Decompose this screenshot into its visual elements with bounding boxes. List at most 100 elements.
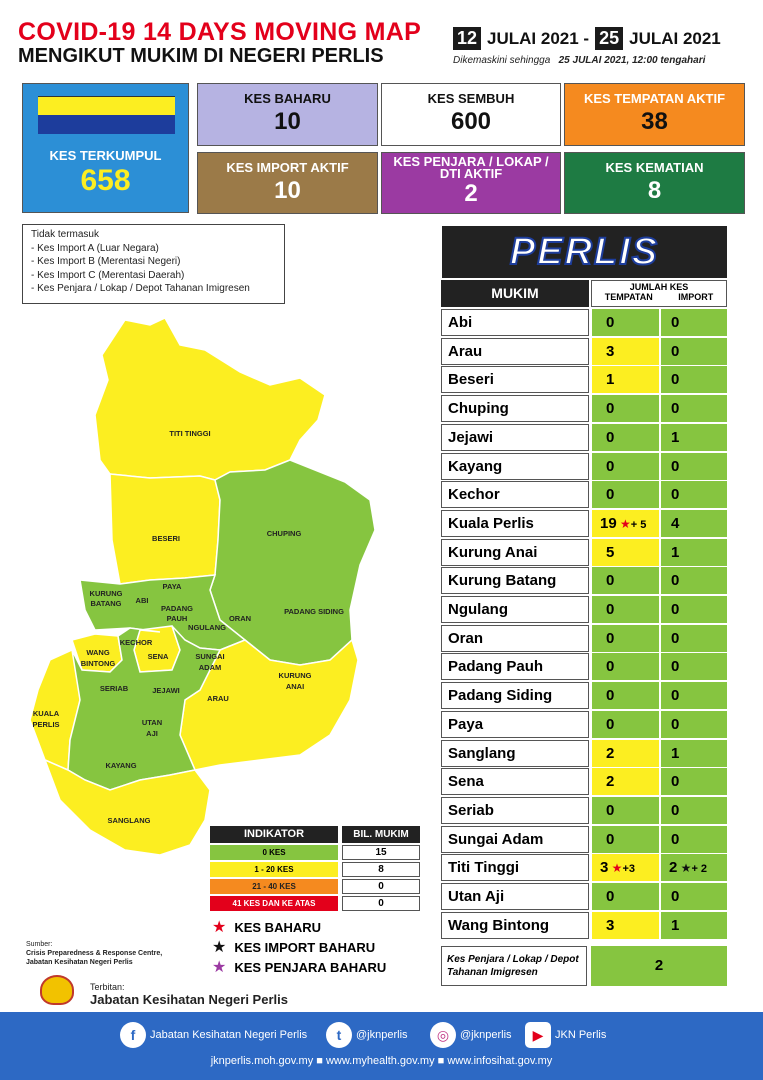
publisher-title: Terbitan: — [90, 982, 125, 992]
star-legend: ★ KES BAHARU ★ KES IMPORT BAHARU ★ KES PENJ… — [212, 918, 386, 978]
stat-kes-terkumpul: KES TERKUMPUL 658 — [22, 83, 189, 213]
table-row: Ngulang 0 0 — [441, 596, 729, 623]
indikator-row: 0 KES 15 — [210, 845, 420, 860]
cell-value: 0 — [606, 486, 615, 504]
cell-value: 0 — [671, 715, 680, 733]
stat-label: KES KEMATIAN — [605, 160, 704, 175]
map-label-oran: ORAN — [229, 614, 251, 623]
cell-value: 0 — [671, 801, 680, 819]
table-row: Sena 2 0 — [441, 768, 729, 796]
note-item: - Kes Import A (Luar Negara) — [31, 242, 159, 254]
mukim-name: Padang Siding — [441, 682, 589, 710]
instagram-link[interactable]: ◎ @jknperlis — [430, 1022, 512, 1048]
import-cell: 0 — [661, 682, 727, 710]
cell-value: 0 — [671, 658, 680, 676]
stat-label-line1: KES PENJARA / LOKAP / — [393, 154, 549, 169]
import-cell: 0 — [661, 768, 727, 796]
cell-value: 0 — [671, 486, 680, 504]
perlis-flag-icon — [38, 96, 175, 134]
red-star-icon: ★ — [608, 861, 623, 876]
map-region-sena — [133, 625, 181, 673]
stat-label: KES IMPORT AKTIF — [226, 160, 349, 175]
indikator-label: 21 - 40 KES — [210, 879, 338, 894]
source-line1: Crisis Preparedness & Response Centre, — [26, 950, 163, 957]
cell-value: 0 — [671, 400, 680, 418]
import-cell: 0 — [661, 366, 727, 394]
mukim-name: Seriab — [441, 796, 589, 824]
source-line2: Jabatan Kesihatan Negeri Perlis — [26, 959, 133, 966]
table-row: Chuping 0 0 — [441, 395, 729, 423]
twitter-link[interactable]: t @jknperlis — [326, 1022, 408, 1048]
cell-value: 0 — [606, 715, 615, 733]
table-row: Abi 0 0 — [441, 309, 729, 336]
mukim-name: Kurung Batang — [441, 567, 589, 595]
map-label-kurung-anai-2: ANAI — [286, 682, 304, 691]
import-cell: 0 — [661, 309, 727, 336]
star-label: KES IMPORT BAHARU — [234, 940, 376, 955]
table-row: Padang Pauh 0 0 — [441, 653, 729, 681]
youtube-link[interactable]: ▶ JKN Perlis — [525, 1022, 606, 1048]
table-row: Sungai Adam 0 0 — [441, 825, 729, 853]
facebook-label: Jabatan Kesihatan Negeri Perlis — [150, 1029, 308, 1041]
youtube-icon: ▶ — [525, 1022, 551, 1048]
cell-value: 19 — [600, 514, 617, 532]
map-label-utan-aji-1: UTAN — [142, 718, 162, 727]
stat-value: 658 — [80, 164, 131, 197]
mukim-name: Arau — [441, 337, 589, 365]
tempatan-cell: 0 — [592, 309, 659, 336]
import-cell: 0 — [661, 624, 727, 652]
tempatan-cell: 3 — [592, 337, 659, 365]
indikator-header: INDIKATOR — [210, 826, 338, 843]
table-row: Utan Aji 0 0 — [441, 883, 729, 910]
publisher-name: Jabatan Kesihatan Negeri Perlis — [90, 992, 288, 1007]
map-label-kuala-perlis-2: PERLIS — [32, 720, 59, 729]
cell-value: 0 — [606, 572, 615, 590]
source-title: Sumber: — [26, 941, 53, 948]
cell-value: 0 — [671, 457, 680, 475]
map-label-sungai-adam-1: SUNGAI — [195, 652, 224, 661]
indikator-row: 21 - 40 KES 0 — [210, 879, 420, 894]
cell-value: 0 — [671, 830, 680, 848]
map-label-kurung-batang-1: KURUNG — [90, 589, 123, 598]
map-label-utan-aji-2: AJI — [146, 729, 158, 738]
note-item: - Kes Import C (Merentasi Daerah) — [31, 269, 185, 281]
exclusion-note: Tidak termasuk - Kes Import A (Luar Nega… — [22, 224, 285, 304]
star-label: KES PENJARA BAHARU — [234, 960, 387, 975]
table-row: Seriab 0 0 — [441, 796, 729, 824]
cell-value: 3 — [606, 342, 615, 360]
import-cell: 0 — [661, 710, 727, 738]
header-tempatan: TEMPATAN — [604, 292, 653, 302]
cell-value: 1 — [671, 428, 680, 446]
tempatan-cell: 2 — [592, 739, 659, 767]
date-start-day: 12 — [453, 27, 482, 50]
penjara-row-value: 2 — [591, 946, 727, 986]
table-row: Kechor 0 0 — [441, 481, 729, 509]
indikator-label: 41 KES DAN KE ATAS — [210, 896, 338, 911]
footer-websites[interactable]: jknperlis.moh.gov.my ■ www.myhealth.gov.… — [210, 1055, 553, 1067]
mukim-name: Paya — [441, 710, 589, 738]
instagram-icon: ◎ — [430, 1022, 456, 1048]
import-cell: 0 — [661, 452, 727, 480]
map-label-padang-pauh-1: PADANG — [161, 604, 193, 613]
mukim-name: Wang Bintong — [441, 911, 589, 939]
stat-value: 38 — [641, 108, 668, 135]
tempatan-cell: 0 — [592, 481, 659, 509]
mukim-name: Oran — [441, 624, 589, 652]
cell-value: 0 — [671, 687, 680, 705]
cell-value: 0 — [671, 629, 680, 647]
import-cell: 1 — [661, 739, 727, 767]
date-end-day: 25 — [595, 27, 624, 50]
import-cell: 0 — [661, 653, 727, 681]
tempatan-cell: 0 — [592, 423, 659, 451]
publisher: Terbitan: Jabatan Kesihatan Negeri Perli… — [90, 982, 288, 1007]
indikator-count: 0 — [342, 879, 420, 894]
import-cell: 4 — [661, 509, 727, 537]
indikator-row: 41 KES DAN KE ATAS 0 — [210, 896, 420, 911]
map-label-padang-pauh-2: PAUH — [167, 614, 188, 623]
import-cell: 0 — [661, 596, 727, 623]
facebook-link[interactable]: f Jabatan Kesihatan Negeri Perlis — [120, 1022, 307, 1048]
map-label-titi-tinggi: TITI TINGGI — [169, 429, 210, 438]
source-note: Sumber: Crisis Preparedness & Response C… — [26, 940, 162, 967]
date-start-rest: JULAI 2021 - — [487, 28, 590, 48]
